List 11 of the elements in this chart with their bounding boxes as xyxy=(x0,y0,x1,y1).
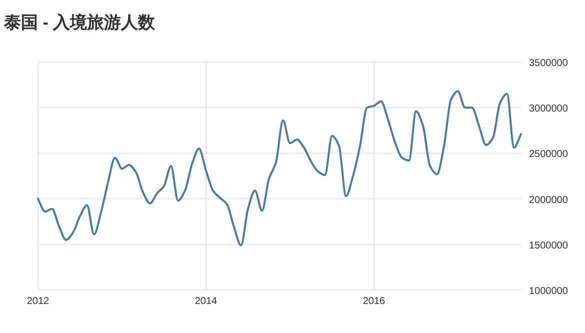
chart-title: 泰国 - 入境旅游人数 xyxy=(3,13,156,32)
y-tick-label: 1000000 xyxy=(529,286,568,297)
y-tick-label: 3500000 xyxy=(529,58,568,69)
line-series xyxy=(37,90,522,246)
x-tick-label: 2012 xyxy=(26,296,50,307)
y-tick-label: 2000000 xyxy=(529,194,568,206)
x-tick-label: 2016 xyxy=(362,296,386,307)
y-tick-label: 1500000 xyxy=(529,240,568,252)
y-tick-label: 3000000 xyxy=(529,104,568,115)
y-tick-label: 2500000 xyxy=(529,149,568,160)
x-tick-label: 2014 xyxy=(194,296,218,307)
